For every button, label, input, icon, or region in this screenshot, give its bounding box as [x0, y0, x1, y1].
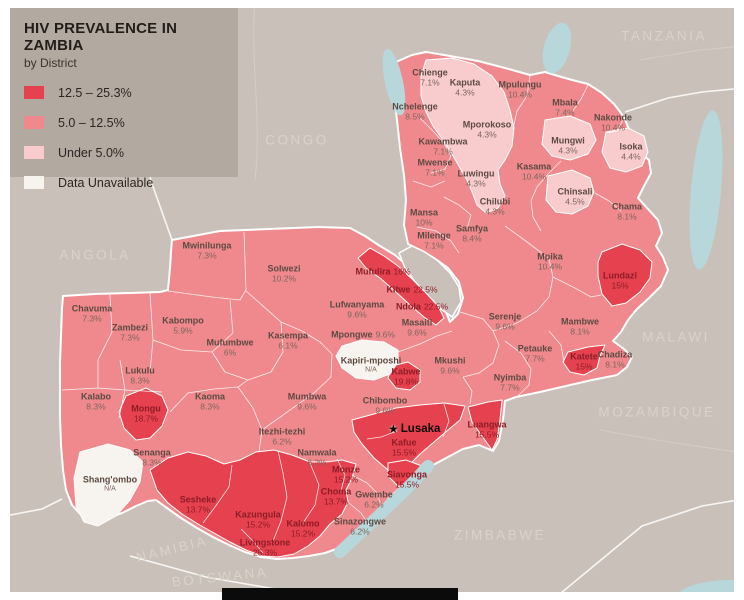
legend-swatch [24, 86, 44, 99]
page-subtitle: by District [24, 55, 77, 70]
legend-swatch [24, 176, 44, 189]
legend-item: Under 5.0% [24, 146, 224, 160]
legend-label: 5.0 – 12.5% [58, 115, 125, 130]
legend-items: 12.5 – 25.3% 5.0 – 12.5% Under 5.0% Data Un… [24, 86, 224, 190]
high-prevalence-regions [118, 243, 653, 558]
legend-label: Under 5.0% [58, 145, 125, 160]
bottom-bar [222, 588, 458, 600]
lake-malawi [689, 110, 723, 270]
lake-kariba-east [679, 580, 734, 592]
no-data-regions [73, 339, 399, 527]
lake-tanganyika [542, 22, 572, 74]
lake-rukwa [734, 117, 744, 173]
road-lines [253, 8, 734, 453]
lake-kariba [334, 460, 434, 558]
legend-label: 12.5 – 25.3% [58, 85, 132, 100]
zambia-outline [59, 51, 669, 560]
legend-item: Data Unavailable [24, 176, 224, 190]
low-prevalence-regions [420, 57, 649, 215]
legend-item: 12.5 – 25.3% [24, 86, 224, 100]
legend-item: 5.0 – 12.5% [24, 116, 224, 130]
page-title: HIV PREVALENCE IN ZAMBIA [24, 20, 178, 55]
district-border-lines [61, 75, 625, 554]
legend-swatch [24, 146, 44, 159]
legend-label: Data Unavailable [58, 175, 154, 190]
legend-panel: HIV PREVALENCE IN ZAMBIA by District 12.… [10, 8, 238, 190]
lake-mweru [382, 48, 406, 116]
legend-swatch [24, 116, 44, 129]
